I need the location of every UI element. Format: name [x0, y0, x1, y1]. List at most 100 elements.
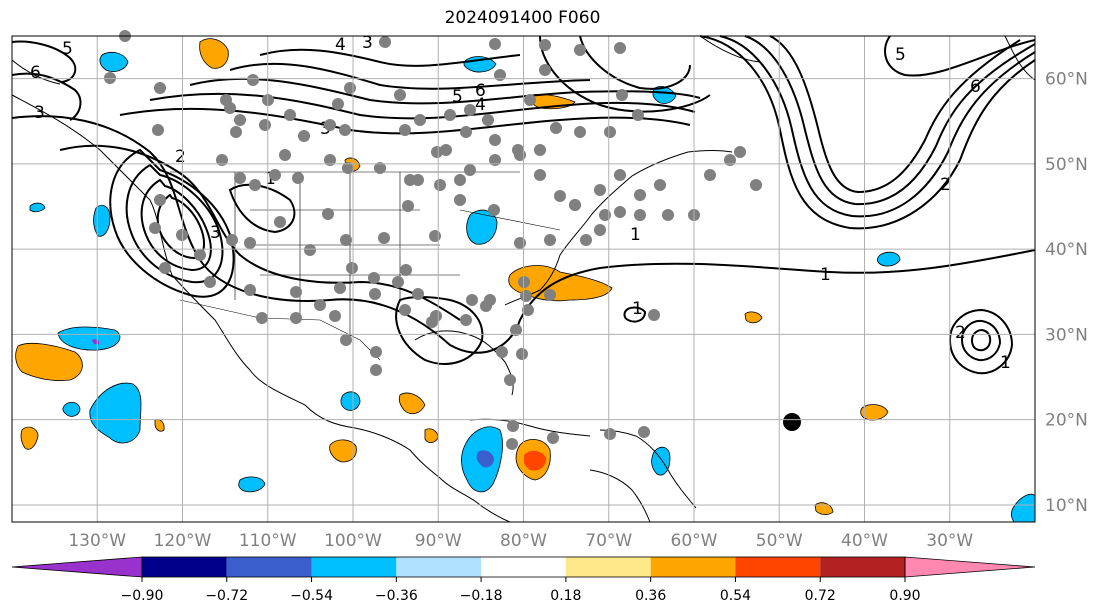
contour-label: 2 [175, 147, 186, 167]
station-marker [368, 272, 380, 284]
station-marker [392, 276, 404, 288]
station-marker [324, 119, 336, 131]
contour-label: 1 [1000, 353, 1011, 373]
station-marker [482, 114, 494, 126]
station-marker [547, 432, 559, 444]
station-marker [489, 38, 501, 50]
station-marker [426, 316, 438, 328]
colorbar-swatch [142, 557, 227, 577]
longitude-tick-label: 60°W [671, 531, 718, 551]
station-marker [489, 134, 501, 146]
station-marker [322, 208, 334, 220]
contour-line [769, 35, 1021, 194]
colorbar-outline [141, 556, 906, 578]
contour-label: 6 [970, 77, 981, 97]
station-marker [604, 126, 616, 138]
station-marker [340, 334, 352, 346]
station-marker [154, 194, 166, 206]
station-marker [414, 114, 426, 126]
station-marker [334, 282, 346, 294]
station-marker [614, 42, 626, 54]
station-marker [244, 284, 256, 296]
station-marker [399, 124, 411, 136]
anomaly-negative-patch [57, 326, 121, 351]
anomaly-negative-patch [89, 382, 142, 444]
station-marker [506, 438, 518, 450]
colorbar-tick-label: −0.54 [290, 588, 333, 604]
contour-line [125, 163, 224, 284]
station-marker [274, 216, 286, 228]
latitude-tick-labels: 10°N 20°N 30°N 40°N 50°N 60°N [1045, 70, 1088, 516]
station-marker [402, 200, 414, 212]
colorbar-swatch [481, 557, 566, 577]
station-marker [429, 230, 441, 242]
contour-line [259, 48, 521, 67]
station-marker [574, 44, 586, 56]
contour-label: 1 [265, 169, 276, 189]
storm-marker [783, 413, 801, 431]
station-marker [149, 222, 161, 234]
station-marker [524, 94, 536, 106]
station-marker [514, 237, 526, 249]
colorbar-swatch [396, 557, 482, 577]
anomaly-positive-patch [199, 38, 229, 69]
station-marker [204, 276, 216, 288]
station-marker [539, 39, 551, 51]
station-marker [616, 89, 628, 101]
contour-label-layer: 1 1 1 1 1 2 2 2 3 3 3 3 4 4 5 5 5 6 6 6 [30, 33, 1011, 373]
station-marker [434, 179, 446, 191]
station-marker [400, 264, 412, 276]
anomaly-negative-patch [238, 476, 266, 493]
station-marker [574, 126, 586, 138]
anomaly-negative-patch [651, 446, 671, 476]
station-marker [249, 179, 261, 191]
station-marker [104, 72, 116, 84]
station-marker [632, 109, 644, 121]
station-marker [234, 114, 246, 126]
station-marker [634, 209, 646, 221]
anomaly-positive-patch [20, 426, 39, 450]
contour-line [719, 35, 1036, 218]
station-marker [510, 324, 522, 336]
longitude-tick-label: 30°W [926, 531, 973, 551]
station-marker [594, 184, 606, 196]
station-marker [522, 304, 534, 316]
longitude-tick-label: 120°W [154, 531, 212, 551]
station-marker [152, 124, 164, 136]
anomaly-negative-patch [62, 401, 81, 417]
colorbar: −0.90 −0.72 −0.54 −0.36 −0.18 0.18 0.36 0.54 0.7… [11, 556, 1036, 604]
contour-line [699, 35, 1036, 230]
station-marker [194, 249, 206, 261]
station-marker [284, 109, 296, 121]
station-marker [412, 288, 424, 300]
station-marker [634, 189, 646, 201]
contour-label: 6 [475, 81, 486, 101]
station-marker [544, 289, 556, 301]
contour-label: 5 [452, 87, 463, 107]
station-marker [344, 82, 356, 94]
station-marker [534, 144, 546, 156]
contour-label: 6 [30, 63, 41, 83]
colorbar-extend-high [904, 556, 1036, 578]
contour-label: 1 [820, 265, 831, 285]
station-marker [496, 346, 508, 358]
station-marker [340, 234, 352, 246]
colorbar-tick-label: 0.90 [889, 588, 920, 604]
contour-line [884, 35, 1036, 77]
station-marker [324, 154, 336, 166]
station-marker [234, 172, 246, 184]
station-marker [378, 232, 390, 244]
station-marker [298, 130, 310, 142]
longitude-tick-label: 110°W [239, 531, 297, 551]
latitude-tick-label: 60°N [1045, 70, 1088, 90]
station-marker [220, 94, 232, 106]
station-marker [279, 149, 291, 161]
contour-line [579, 35, 691, 90]
station-marker [216, 154, 228, 166]
colorbar-swatch [565, 557, 651, 577]
anomaly-negative-patch [340, 391, 361, 411]
station-marker [539, 64, 551, 76]
contour-line [140, 178, 212, 272]
station-marker [259, 119, 271, 131]
station-marker [454, 194, 466, 206]
